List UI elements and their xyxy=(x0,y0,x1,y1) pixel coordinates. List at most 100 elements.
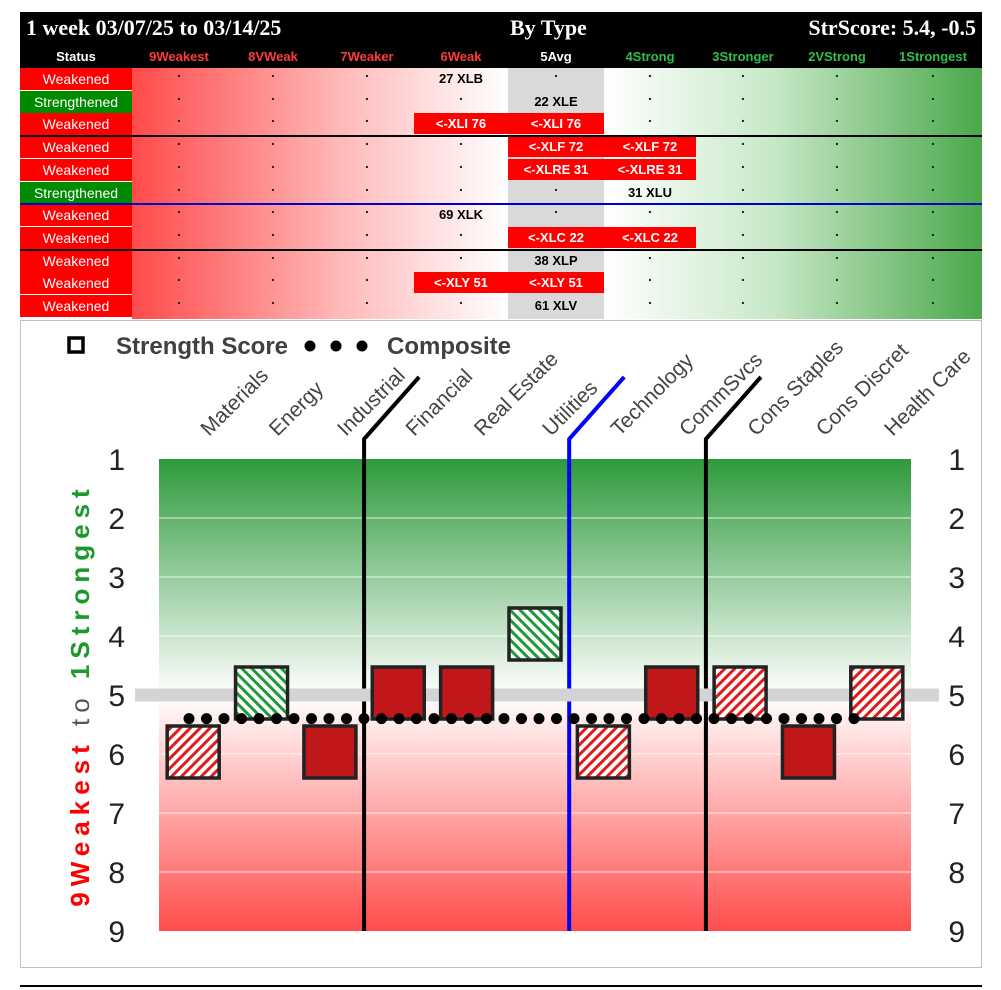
table-dot: . xyxy=(271,109,275,126)
table-dot: . xyxy=(365,154,369,171)
table-dot: . xyxy=(931,177,935,194)
table-dot: . xyxy=(177,245,181,262)
y-tick-right: 8 xyxy=(948,857,965,890)
strong-gradient xyxy=(604,68,982,319)
composite-dot xyxy=(586,713,597,725)
table-dot: . xyxy=(271,291,275,307)
table-dot: . xyxy=(177,177,181,194)
y-tick-left: 7 xyxy=(108,798,125,831)
composite-dot xyxy=(726,713,737,725)
mode-title: By Type xyxy=(510,15,587,40)
composite-dot xyxy=(778,713,790,725)
table-dot: . xyxy=(835,86,839,103)
strength-score-box xyxy=(643,665,700,721)
table-dot: . xyxy=(741,200,745,217)
ticker-cell: 38 XLP xyxy=(534,252,578,268)
group-divider xyxy=(362,375,421,931)
y-tick-right: 6 xyxy=(948,739,965,772)
table-dot: . xyxy=(271,177,275,194)
composite-dot xyxy=(831,713,842,725)
y-tick-right: 1 xyxy=(948,444,965,477)
composite-dot xyxy=(376,713,387,725)
strength-score-box xyxy=(302,724,358,780)
table-dot: . xyxy=(835,132,839,149)
table-dot: . xyxy=(365,200,369,217)
composite-dot xyxy=(603,713,615,725)
legend-strength-label: Strength Score xyxy=(116,333,288,360)
y-label-weak: 9Weakest xyxy=(65,739,95,907)
status-cell: Weakened xyxy=(20,113,132,136)
ticker-cell: <-XLF 72 xyxy=(508,136,604,158)
category-label: Materials xyxy=(196,364,273,441)
composite-dot xyxy=(761,713,772,725)
table-dot: . xyxy=(648,268,652,285)
ticker-cell: <-XLI 76 xyxy=(508,113,604,135)
table-dot: . xyxy=(177,200,181,217)
strength-score-box xyxy=(507,606,563,662)
y-tick-left: 2 xyxy=(108,503,125,536)
column-header: 6Weak xyxy=(414,46,508,68)
y-tick-right: 5 xyxy=(948,680,965,713)
strength-score-box xyxy=(165,724,221,780)
ticker-cell: <-XLRE 31 xyxy=(508,158,604,180)
table-dot: . xyxy=(931,64,935,80)
table-dot: . xyxy=(741,109,745,126)
status-cell: Weakened xyxy=(20,68,132,90)
table-dot: . xyxy=(459,154,463,171)
ticker-cell: 61 XLV xyxy=(534,298,578,313)
table-dot: . xyxy=(177,109,181,126)
y-tick-right: 4 xyxy=(948,621,965,654)
strength-score-title: StrScore: 5.4, -0.5 xyxy=(808,15,976,40)
ticker-cell: <-XLC 22 xyxy=(604,226,696,248)
composite-dot xyxy=(218,713,230,725)
category-label: Financial xyxy=(402,365,478,441)
table-dot: . xyxy=(741,177,745,194)
legend-strength-swatch xyxy=(67,336,85,354)
composite-dot xyxy=(446,713,457,725)
ticker-cell: 27 XLB xyxy=(438,71,484,86)
table-dot: . xyxy=(554,64,558,80)
ticker-cell: <-XLF 72 xyxy=(604,136,696,158)
composite-dot xyxy=(271,713,282,725)
table-dot: . xyxy=(365,291,369,307)
row-separator xyxy=(20,135,982,138)
column-header: 5Avg xyxy=(508,46,604,68)
table-dot: . xyxy=(931,222,935,239)
composite-dot xyxy=(656,713,667,725)
table-dot: . xyxy=(271,154,275,171)
table-dot: . xyxy=(931,268,935,285)
composite-dot xyxy=(358,713,370,725)
y-axis-label: 9Weakest to 1Strongest xyxy=(65,483,95,906)
table-dot: . xyxy=(459,86,463,103)
status-cell: Weakened xyxy=(20,204,132,227)
composite-dot xyxy=(463,713,475,725)
ticker-cell: <-XLI 76 xyxy=(414,113,508,135)
bottom-rule xyxy=(20,985,982,987)
table-dot: . xyxy=(459,291,463,307)
composite-dot xyxy=(288,713,300,725)
status-cell: Weakened xyxy=(20,158,132,181)
status-cell: Strengthened xyxy=(20,90,132,113)
composite-dot xyxy=(481,713,492,725)
table-dot: . xyxy=(271,200,275,217)
status-cell: Weakened xyxy=(20,249,132,272)
composite-dot xyxy=(323,713,335,725)
title-bar: 1 week 03/07/25 to 03/14/25 By Type StrS… xyxy=(20,12,982,46)
table-dot: . xyxy=(365,86,369,103)
strength-score-box xyxy=(438,665,495,721)
table-dot: . xyxy=(835,291,839,307)
strength-score-box xyxy=(575,724,632,780)
table-dot: . xyxy=(741,268,745,285)
table-dot: . xyxy=(459,132,463,149)
y-tick-right: 7 xyxy=(948,798,965,831)
table-dot: . xyxy=(271,132,275,149)
table-dot: . xyxy=(365,109,369,126)
table-dot: . xyxy=(648,64,652,80)
table-dot: . xyxy=(835,268,839,285)
table-dot: . xyxy=(177,132,181,149)
table-dot: . xyxy=(365,245,369,262)
status-cell: Weakened xyxy=(20,136,132,159)
table-dot: . xyxy=(648,245,652,262)
status-cell: Strengthened xyxy=(20,181,132,204)
table-dot: . xyxy=(271,222,275,239)
